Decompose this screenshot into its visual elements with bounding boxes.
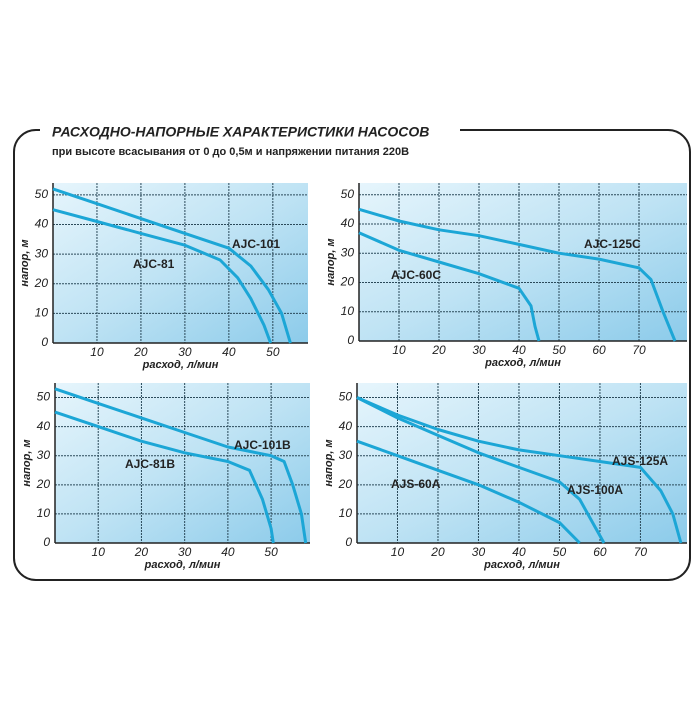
- y-tick-label: 20: [34, 276, 49, 290]
- series-line: [52, 187, 292, 344]
- y-tick-label: 0: [43, 535, 50, 549]
- x-axis-label: расход, л/мин: [484, 357, 561, 369]
- y-tick-label: 20: [340, 275, 355, 289]
- y-axis-label: напор, м: [21, 439, 33, 486]
- y-axis-label: напор, м: [19, 239, 31, 286]
- x-tick-label: 30: [178, 345, 192, 359]
- plot-area: [55, 383, 310, 543]
- series-line: [356, 396, 606, 544]
- y-tick-label: 20: [338, 477, 353, 491]
- series-label: AJC-81: [133, 257, 175, 271]
- series-label: AJS-100A: [567, 483, 623, 497]
- x-tick-label: 30: [472, 545, 486, 559]
- series-label: AJC-101: [232, 237, 280, 251]
- y-tick-label: 50: [339, 390, 353, 404]
- y-tick-label: 10: [37, 506, 51, 520]
- series-label: AJC-101B: [234, 438, 291, 452]
- chart-title: РАСХОДНО-НАПОРНЫЕ ХАРАКТЕРИСТИКИ НАСОСОВ: [52, 124, 429, 140]
- y-tick-label: 0: [41, 335, 48, 349]
- x-tick-label: 20: [134, 545, 149, 559]
- series-label: AJS-125A: [612, 454, 668, 468]
- x-tick-label: 40: [512, 343, 526, 357]
- chart-subtitle: при высоте всасывания от 0 до 0,5м и нап…: [52, 146, 409, 158]
- x-tick-label: 40: [222, 345, 236, 359]
- x-tick-label: 70: [632, 343, 646, 357]
- series-label: AJC-60C: [391, 268, 441, 282]
- series-label: AJS-60A: [391, 477, 441, 491]
- y-tick-label: 50: [37, 390, 51, 404]
- series-line: [54, 387, 308, 544]
- y-tick-label: 10: [341, 304, 355, 318]
- x-tick-label: 60: [592, 343, 606, 357]
- y-tick-label: 30: [37, 448, 51, 462]
- series-line: [356, 439, 581, 545]
- x-tick-label: 50: [552, 343, 566, 357]
- x-axis-label: расход, л/мин: [144, 559, 221, 571]
- y-axis-label: напор, м: [323, 439, 335, 486]
- x-tick-label: 40: [221, 545, 235, 559]
- y-tick-label: 0: [347, 333, 354, 347]
- x-axis-label: расход, л/мин: [142, 359, 219, 371]
- series-line: [356, 396, 683, 544]
- x-tick-label: 10: [90, 345, 104, 359]
- plot-area: [357, 383, 687, 543]
- x-tick-label: 60: [593, 545, 607, 559]
- y-tick-label: 40: [339, 419, 353, 433]
- y-tick-label: 50: [35, 187, 49, 201]
- y-tick-label: 50: [341, 187, 355, 201]
- series-line: [358, 231, 541, 342]
- series-line: [52, 208, 273, 344]
- y-tick-label: 40: [35, 217, 49, 231]
- series-label: AJC-81B: [125, 457, 175, 471]
- x-tick-label: 10: [392, 343, 406, 357]
- x-tick-label: 40: [512, 545, 526, 559]
- y-tick-label: 30: [341, 245, 355, 259]
- y-tick-label: 10: [35, 306, 49, 320]
- x-tick-label: 10: [92, 545, 106, 559]
- plot-area: [359, 183, 687, 341]
- y-tick-label: 30: [35, 246, 49, 260]
- y-tick-label: 40: [341, 216, 355, 230]
- x-tick-label: 50: [264, 545, 278, 559]
- y-tick-label: 30: [339, 448, 353, 462]
- x-tick-label: 50: [266, 345, 280, 359]
- x-tick-label: 10: [391, 545, 405, 559]
- y-tick-label: 20: [36, 477, 51, 491]
- title-gap: [40, 118, 460, 144]
- series-line: [358, 207, 677, 342]
- y-tick-label: 10: [339, 506, 353, 520]
- x-tick-label: 20: [431, 343, 446, 357]
- x-tick-label: 70: [634, 545, 648, 559]
- y-tick-label: 40: [37, 419, 51, 433]
- x-tick-label: 20: [133, 345, 148, 359]
- y-tick-label: 0: [345, 535, 352, 549]
- x-tick-label: 30: [178, 545, 192, 559]
- series-line: [54, 410, 275, 544]
- plot-area: [53, 183, 308, 343]
- x-tick-label: 20: [430, 545, 445, 559]
- series-label: AJC-125C: [584, 237, 641, 251]
- x-tick-label: 50: [553, 545, 567, 559]
- x-tick-label: 30: [472, 343, 486, 357]
- x-axis-label: расход, л/мин: [483, 559, 560, 571]
- y-axis-label: напор, м: [325, 238, 337, 285]
